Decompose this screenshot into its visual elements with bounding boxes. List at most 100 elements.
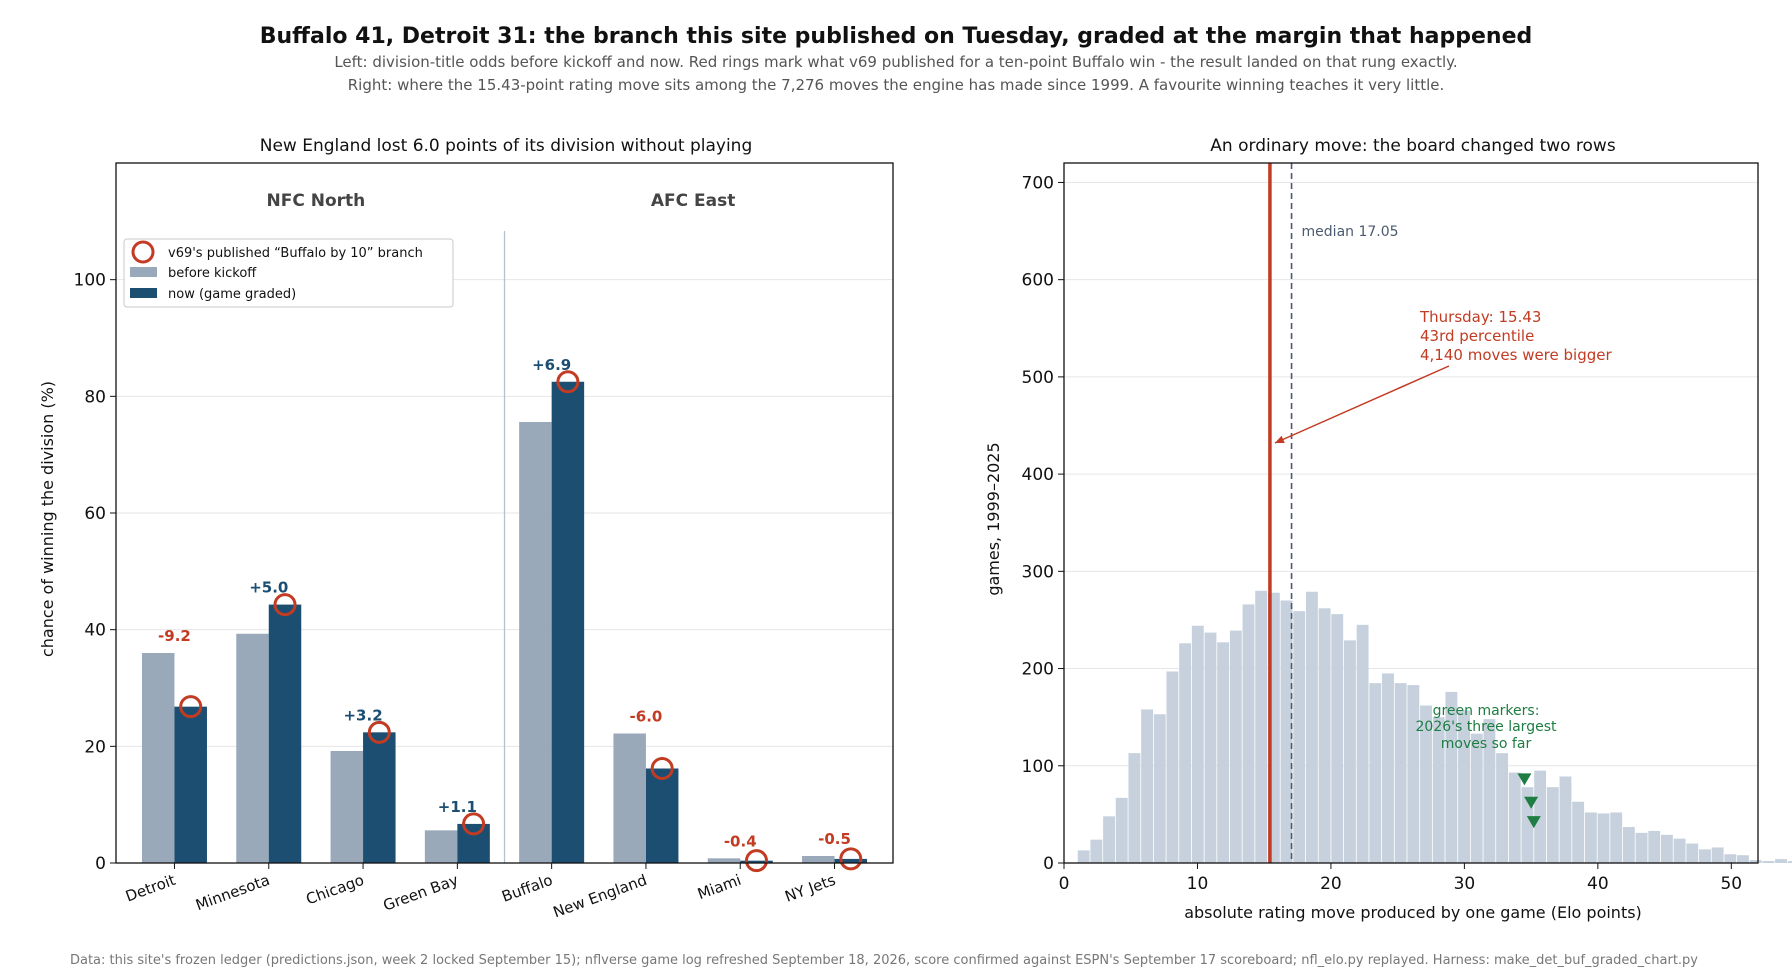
right-x-tick-label-3: 30 xyxy=(1454,874,1476,894)
right-x-tick-label-5: 50 xyxy=(1720,874,1742,894)
ring-marker-7 xyxy=(839,847,863,871)
histogram-bar-37 xyxy=(1546,787,1559,863)
ring-marker-5 xyxy=(650,757,674,780)
legend-frame xyxy=(123,238,454,308)
x-tick-label-1: Minnesota xyxy=(193,871,272,914)
histogram-bar-51 xyxy=(1724,854,1737,863)
histogram-bar-27 xyxy=(1420,705,1432,863)
right-x-axis-label: absolute rating move produced by one gam… xyxy=(1184,903,1642,922)
histogram-bar-4 xyxy=(1128,753,1141,863)
x-tick-label-3: Green Bay xyxy=(381,871,461,915)
ring-marker-0 xyxy=(179,695,203,719)
histogram-bar-0 xyxy=(1077,850,1090,863)
bar-now-7 xyxy=(834,858,868,863)
green-marker-2 xyxy=(1526,816,1541,829)
y-tick-label-4: 80 xyxy=(84,387,106,407)
y-tick-label-2: 40 xyxy=(84,621,106,641)
histogram-bar-29 xyxy=(1445,691,1458,863)
x-tick-label-0: Detroit xyxy=(123,871,178,906)
histogram-bar-34 xyxy=(1508,772,1521,863)
x-tick-label-7: NY Jets xyxy=(782,871,838,906)
left-gridlines: NFC North AFC East xyxy=(116,191,893,863)
left-rings-and-deltas: -9.2 +5.0 +3.2 +1.1 +6.9 -6.0 -0.4 -0.5 xyxy=(158,356,863,873)
histogram-bar-8 xyxy=(1179,643,1192,863)
histogram-bar-53 xyxy=(1749,860,1762,863)
right-y-tick-label-0: 0 xyxy=(1043,854,1054,874)
ring-marker-2 xyxy=(367,720,391,744)
left-axes-frame xyxy=(115,162,894,864)
bar-before-2 xyxy=(330,751,364,863)
delta-label-4: +6.9 xyxy=(532,356,571,374)
histogram-bar-50 xyxy=(1711,847,1724,863)
histogram-bar-47 xyxy=(1673,838,1686,863)
right-x-tick-label-4: 40 xyxy=(1587,874,1609,894)
left-bars xyxy=(141,381,868,863)
bar-now-2 xyxy=(363,732,396,863)
histogram-bar-28 xyxy=(1432,717,1445,863)
histogram-bar-26 xyxy=(1407,685,1420,863)
right-y-tick-label-1: 100 xyxy=(1022,757,1054,777)
subtitle-line-1: Left: division-title odds before kickoff… xyxy=(334,53,1457,71)
bar-now-5 xyxy=(645,768,679,863)
histogram-bar-24 xyxy=(1382,673,1394,863)
figure-title: Buffalo 41, Detroit 31: the branch this … xyxy=(260,24,1533,49)
histogram-bar-18 xyxy=(1305,591,1318,863)
histogram-bar-1 xyxy=(1090,839,1103,863)
histogram-bar-10 xyxy=(1204,632,1217,863)
highlight-arrow-head xyxy=(1274,435,1285,444)
ring-marker-6 xyxy=(744,849,768,873)
right-axes-frame xyxy=(1063,162,1759,864)
green-marker-0 xyxy=(1517,773,1532,786)
right-y-tick-label-3: 300 xyxy=(1022,562,1054,582)
right-y-axis-label: games, 1999–2025 xyxy=(984,442,1003,595)
histogram-bar-55 xyxy=(1775,859,1787,863)
histogram-bar-30 xyxy=(1458,710,1470,863)
histogram-bar-21 xyxy=(1344,640,1356,863)
bar-before-0 xyxy=(141,653,175,863)
right-y-tick-label-5: 500 xyxy=(1022,368,1054,388)
histogram-bar-2 xyxy=(1103,816,1115,863)
highlight-arrow-line xyxy=(1274,365,1450,444)
histogram-bar-43 xyxy=(1622,827,1635,863)
delta-label-3: +1.1 xyxy=(438,798,477,816)
histogram-bar-52 xyxy=(1737,855,1749,863)
bar-before-3 xyxy=(424,830,458,863)
histogram-bar-31 xyxy=(1470,733,1483,863)
delta-label-2: +3.2 xyxy=(343,706,382,724)
x-tick-label-5: New England xyxy=(551,871,650,922)
highlight-annotation-line-3: 4,140 moves were bigger xyxy=(1420,346,1612,364)
histogram-bar-3 xyxy=(1115,797,1128,863)
histogram-bar-33 xyxy=(1496,753,1509,863)
rating-move-histogram: An ordinary move: the board changed two … xyxy=(984,136,1792,922)
x-tick-label-4: Buffalo xyxy=(499,871,555,906)
x-tick-label-2: Chicago xyxy=(304,871,367,909)
legend-before-label: before kickoff xyxy=(168,266,257,281)
bar-before-5 xyxy=(613,733,646,863)
histogram-bar-48 xyxy=(1686,843,1699,863)
legend-now-label: now (game graded) xyxy=(168,287,296,302)
left-chart-title: New England lost 6.0 points of its divis… xyxy=(260,136,753,156)
bar-before-1 xyxy=(236,633,269,863)
legend-now-swatch xyxy=(130,288,157,298)
y-tick-label-1: 20 xyxy=(84,737,106,757)
histogram-bar-49 xyxy=(1699,849,1711,863)
histogram-bar-11 xyxy=(1217,642,1230,863)
histogram-bar-40 xyxy=(1584,812,1597,863)
right-x-tick-label-2: 20 xyxy=(1320,874,1342,894)
delta-label-6: -0.4 xyxy=(724,832,757,850)
right-x-tick-label-0: 0 xyxy=(1059,874,1070,894)
y-tick-label-5: 100 xyxy=(74,271,106,291)
right-y-tick-label-2: 200 xyxy=(1022,660,1054,680)
histogram-annotations: median 17.05 Thursday: 15.43 43rd percen… xyxy=(1268,163,1612,863)
histogram-bar-32 xyxy=(1483,719,1496,863)
group-header-1: AFC East xyxy=(651,191,736,211)
histogram-bar-5 xyxy=(1141,709,1154,863)
right-x-tick-label-1: 10 xyxy=(1187,874,1209,894)
histogram-bar-12 xyxy=(1229,630,1242,863)
left-y-axis-label: chance of winning the division (%) xyxy=(38,381,57,657)
histogram-bar-25 xyxy=(1394,683,1407,863)
histogram-bar-14 xyxy=(1255,590,1268,863)
legend-before-swatch xyxy=(130,267,157,277)
